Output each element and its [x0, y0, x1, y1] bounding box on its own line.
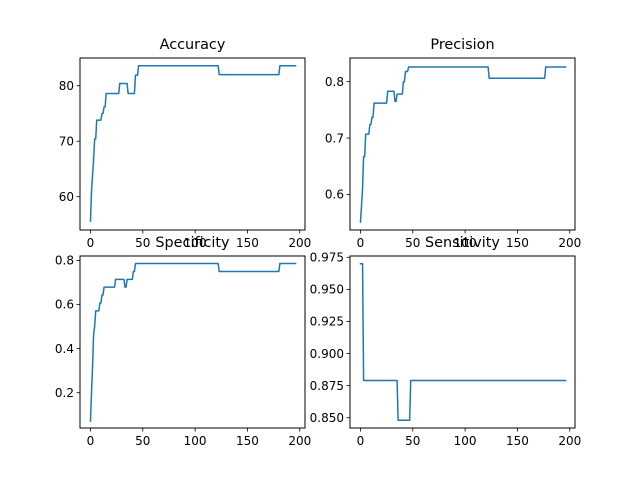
precision-axes-frame	[349, 57, 576, 231]
accuracy-y-tick-label: 60	[59, 190, 74, 204]
precision-x-tick-label: 100	[454, 236, 477, 250]
accuracy-title: Accuracy	[160, 37, 226, 53]
sensitivity-axes-frame	[349, 255, 576, 429]
precision-title: Precision	[430, 37, 494, 53]
specificity-y-tick-label: 0.4	[55, 342, 74, 356]
precision-y-tick-label: 0.6	[325, 188, 344, 202]
specificity-y-tick-label: 0.8	[55, 254, 74, 268]
accuracy-x-tick-label: 100	[184, 236, 207, 250]
accuracy-axes-frame	[79, 57, 306, 231]
sensitivity-x-tick-label: 50	[405, 434, 420, 448]
specificity-x-tick-label: 0	[87, 434, 95, 448]
precision-subplot: 0 50 100 150 200 0.6 0.7 0.8 Precision	[325, 37, 581, 250]
sensitivity-title: Sensitivity	[425, 235, 500, 251]
accuracy-y-tick-label: 80	[59, 79, 74, 93]
specificity-y-tick-label: 0.6	[55, 298, 74, 312]
precision-x-tick-label: 0	[357, 236, 365, 250]
precision-x-tick-label: 50	[405, 236, 420, 250]
accuracy-x-tick-label: 200	[288, 236, 311, 250]
specificity-x-tick-label: 200	[288, 434, 311, 448]
specificity-axes-frame	[79, 255, 306, 429]
precision-y-tick-label: 0.8	[325, 75, 344, 89]
sensitivity-series-line	[359, 262, 567, 422]
sensitivity-y-tick-label: 0.925	[310, 315, 344, 329]
accuracy-y-tick-label: 70	[59, 134, 74, 148]
accuracy-x-tick-label: 0	[87, 236, 95, 250]
specificity-x-tick-label: 150	[236, 434, 259, 448]
accuracy-series-line	[89, 65, 297, 222]
precision-y-tick-label: 0.7	[325, 131, 344, 145]
precision-series-line	[359, 66, 567, 223]
sensitivity-y-tick-label: 0.900	[310, 347, 344, 361]
specificity-series-line	[89, 262, 297, 422]
specificity-y-tick-label: 0.2	[55, 386, 74, 400]
sensitivity-y-tick-label: 0.975	[310, 250, 344, 264]
accuracy-x-tick-label: 150	[236, 236, 259, 250]
sensitivity-y-tick-label: 0.875	[310, 379, 344, 393]
sensitivity-x-tick-label: 0	[357, 434, 365, 448]
precision-x-tick-label: 200	[558, 236, 581, 250]
specificity-title: Specificity	[155, 235, 230, 251]
sensitivity-x-tick-label: 100	[454, 434, 477, 448]
sensitivity-y-tick-label: 0.850	[310, 411, 344, 425]
specificity-x-tick-label: 100	[184, 434, 207, 448]
sensitivity-x-tick-label: 200	[558, 434, 581, 448]
precision-x-tick-label: 150	[506, 236, 529, 250]
sensitivity-y-tick-label: 0.950	[310, 283, 344, 297]
sensitivity-subplot: 0 50 100 150 200 0.850 0.875 0.900 0.925 0.950 0.9…	[310, 235, 582, 448]
specificity-subplot: 0 50 100 150 200 0.2 0.4 0.6 0.8 Specificity	[55, 235, 311, 448]
accuracy-x-tick-label: 50	[135, 236, 150, 250]
accuracy-subplot: 0 50 100 150 200 60 70 80 Accuracy	[59, 37, 312, 250]
sensitivity-x-tick-label: 150	[506, 434, 529, 448]
specificity-x-tick-label: 50	[135, 434, 150, 448]
